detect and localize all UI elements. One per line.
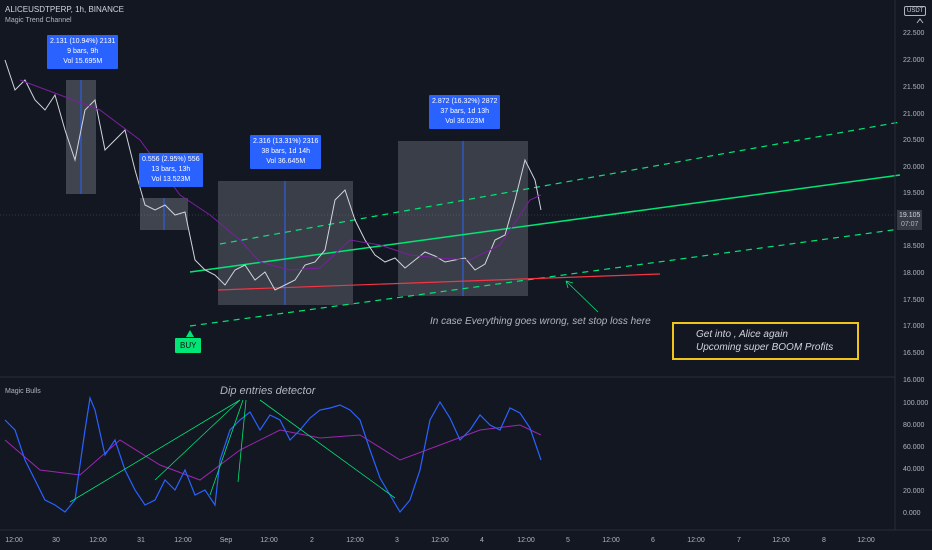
measure-4-bars: 37 bars, 1d 13h	[440, 108, 490, 115]
price-tick: 21.500	[903, 84, 925, 91]
measure-2-volume: Vol 13.523M	[151, 176, 191, 183]
price-tick: 21.000	[903, 111, 925, 118]
osc-tick: 40.000	[903, 466, 925, 473]
price-tick: 22.000	[903, 57, 925, 64]
time-tick: 12:00	[857, 537, 875, 544]
time-tick: 12:00	[260, 537, 278, 544]
price-tick: 20.500	[903, 137, 925, 144]
last-price-countdown: 07:07	[900, 221, 919, 228]
price-tick: 16.500	[903, 350, 925, 357]
measure-3-bars: 38 bars, 1d 14h	[261, 148, 311, 155]
price-tick: 22.500	[903, 30, 925, 37]
measure-box-1[interactable]: 2.131 (10.94%) 2131 9 bars, 9h Vol 15.69…	[47, 35, 119, 69]
osc-tick: 20.000	[903, 488, 925, 495]
time-tick: 30	[52, 537, 60, 544]
symbol-title[interactable]: ALICEUSDTPERP, 1h, BINANCE	[5, 5, 125, 14]
measure-2-bars: 13 bars, 13h	[151, 166, 191, 173]
profit-callout[interactable]: Get into , Alice again Upcoming super BO…	[672, 322, 860, 360]
price-tick: 19.500	[903, 190, 925, 197]
time-tick: 12:00	[346, 537, 364, 544]
profit-line-1: Get into , Alice again	[696, 329, 788, 340]
price-tick: 17.500	[903, 297, 925, 304]
measure-3-volume: Vol 36.645M	[266, 158, 306, 165]
time-tick: 5	[566, 537, 570, 544]
time-tick: 3	[395, 537, 399, 544]
measure-3-change: 2.316 (13.31%) 2316	[253, 138, 319, 145]
measure-4-change: 2.872 (16.32%) 2872	[432, 98, 498, 105]
time-tick: 12:00	[517, 537, 535, 544]
price-tick: 16.000	[903, 377, 925, 384]
osc-tick: 100.000	[903, 400, 929, 407]
collapse-icon[interactable]	[916, 18, 924, 24]
time-tick: 2	[310, 537, 314, 544]
time-tick: Sep	[219, 537, 233, 544]
time-tick: 12:00	[5, 537, 23, 544]
measure-box-4[interactable]: 2.872 (16.32%) 2872 37 bars, 1d 13h Vol …	[429, 95, 501, 129]
time-tick: 12:00	[602, 537, 620, 544]
measure-box-2[interactable]: 0.556 (2.95%) 556 13 bars, 13h Vol 13.52…	[139, 153, 203, 187]
price-tick: 20.000	[903, 164, 925, 171]
last-price-tag: 19.105 07:07	[897, 210, 923, 230]
buy-signal-label[interactable]: BUY	[175, 338, 202, 353]
measure-1-change: 2.131 (10.94%) 2131	[50, 38, 116, 45]
price-tick: 18.500	[903, 243, 925, 250]
time-tick: 12:00	[431, 537, 449, 544]
time-tick: 12:00	[89, 537, 107, 544]
osc-tick: 0.000	[903, 510, 921, 517]
osc-tick: 80.000	[903, 422, 925, 429]
dip-entries-annotation[interactable]: Dip entries detector	[220, 385, 316, 397]
price-tick: 17.000	[903, 323, 925, 330]
time-tick: 12:00	[687, 537, 705, 544]
oscillator-label[interactable]: Magic Bulls	[5, 388, 41, 395]
measure-box-3[interactable]: 2.316 (13.31%) 2316 38 bars, 1d 14h Vol …	[250, 135, 322, 169]
measure-4-volume: Vol 36.023M	[445, 118, 485, 125]
osc-tick: 60.000	[903, 444, 925, 451]
stop-loss-note[interactable]: In case Everything goes wrong, set stop …	[430, 316, 651, 327]
price-tick: 18.000	[903, 270, 925, 277]
time-tick: 8	[822, 537, 826, 544]
last-price-value: 19.105	[899, 212, 921, 219]
time-tick: 31	[137, 537, 145, 544]
currency-badge[interactable]: USDT	[904, 6, 927, 16]
time-tick: 12:00	[772, 537, 790, 544]
time-tick: 7	[737, 537, 741, 544]
time-tick: 12:00	[174, 537, 192, 544]
time-tick: 4	[480, 537, 484, 544]
measure-1-bars: 9 bars, 9h	[67, 48, 99, 55]
indicator-label[interactable]: Magic Trend Channel	[5, 17, 72, 24]
measure-1-volume: Vol 15.695M	[63, 58, 103, 65]
time-tick: 6	[651, 537, 655, 544]
measure-2-change: 0.556 (2.95%) 556	[142, 156, 200, 163]
profit-line-2: Upcoming super BOOM Profits	[696, 342, 834, 353]
